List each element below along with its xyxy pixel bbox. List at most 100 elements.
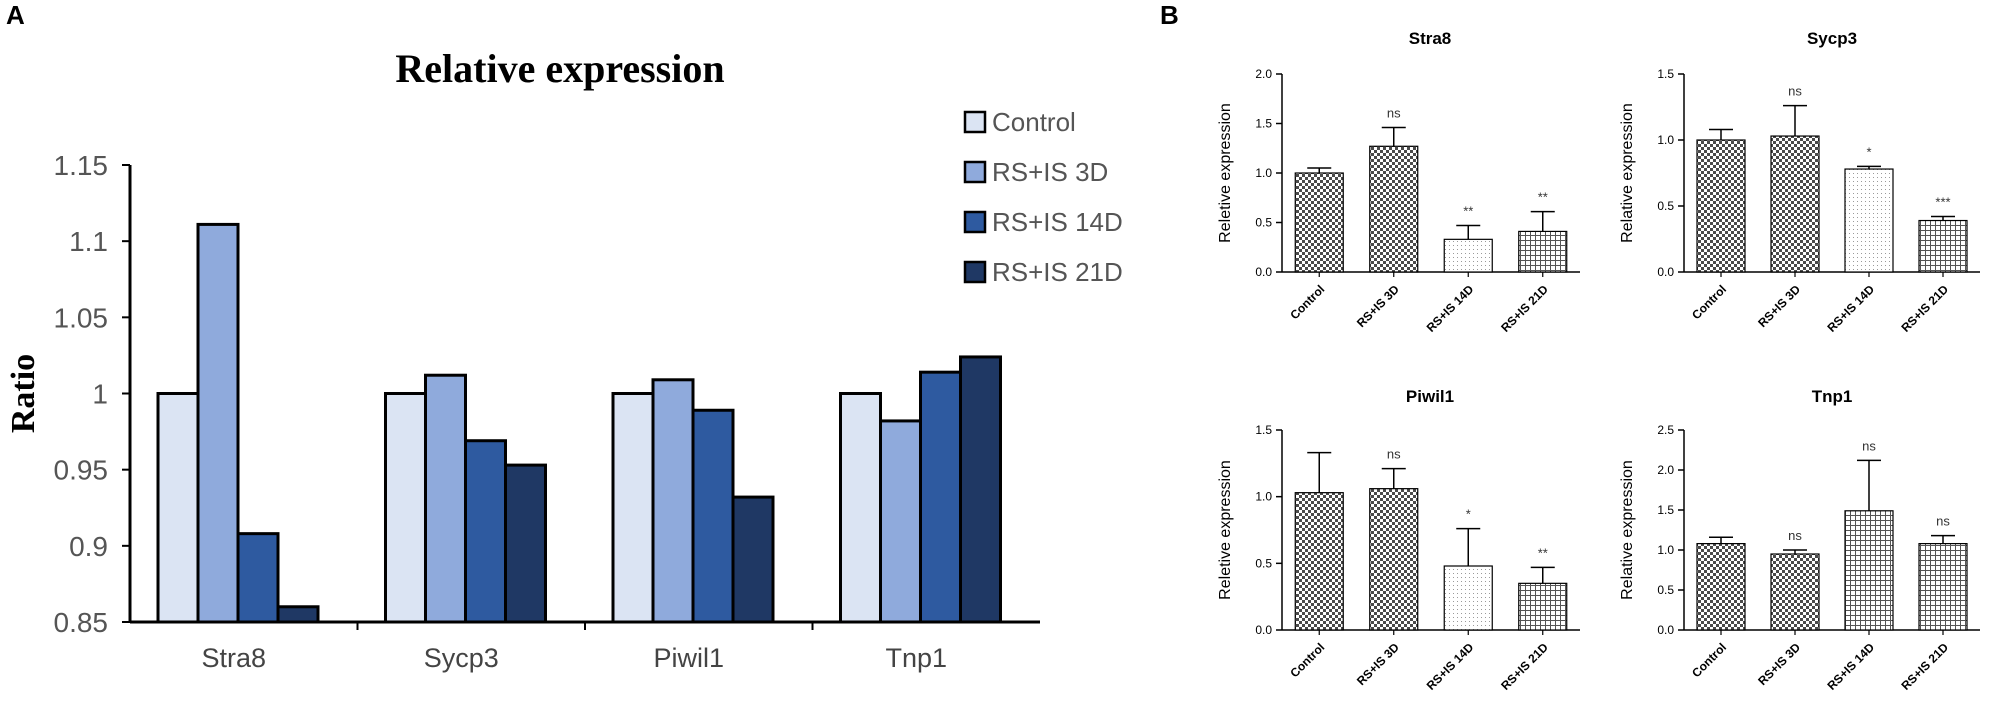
chart-a-legend-label: RS+IS 3D: [992, 157, 1108, 187]
chart-a-xtick-label: Tnp1: [885, 643, 947, 673]
chart-a-ytick-label: 0.85: [54, 607, 109, 638]
chart-a-bar: [611, 392, 655, 624]
chart-a-bar: [879, 419, 922, 624]
chart-a-ytick-label: 1.05: [54, 302, 109, 333]
chart-b-ytick-label: 0.5: [1657, 583, 1674, 597]
chart-b-significance: ***: [1935, 195, 1950, 210]
chart-b-xtick-label: RS+IS 3D: [1755, 282, 1803, 330]
chart-b-xtick-label: Control: [1287, 282, 1327, 322]
chart-b-ytick-label: 0.0: [1657, 265, 1674, 279]
chart-b-ytick-label: 2.0: [1657, 463, 1674, 477]
chart-a-ytick-label: 0.95: [54, 455, 109, 486]
chart-b-ytick-label: 1.5: [1255, 117, 1272, 131]
chart-a-xtick-label: Sycp3: [424, 643, 499, 673]
chart-b-xtick-label: RS+IS 3D: [1354, 640, 1402, 688]
chart-b-bar: [1369, 145, 1419, 273]
chart-b-bar: [1918, 219, 1968, 273]
chart-a-bar: [919, 370, 962, 624]
chart-b-ytick-label: 1.5: [1657, 67, 1674, 81]
chart-b-significance: ns: [1788, 528, 1802, 543]
chart-b-xtick-label: RS+IS 21D: [1498, 282, 1551, 335]
chart-a-legend-swatch: [963, 210, 987, 234]
chart-b-ytick-label: 0.5: [1255, 216, 1272, 230]
chart-a-bar: [276, 605, 320, 624]
chart-b-bar: [1443, 238, 1493, 273]
chart-b-xtick-label: Control: [1287, 640, 1327, 680]
panel-b-letter: B: [1160, 0, 1179, 30]
chart-b-ytick-label: 0.5: [1657, 199, 1674, 213]
chart-b-bar: [1696, 542, 1746, 631]
chart-b-significance: **: [1538, 545, 1548, 560]
chart-b-ytick-label: 1.0: [1255, 166, 1272, 180]
chart-b-xtick-label: RS+IS 14D: [1424, 282, 1477, 335]
chart-a-ytick-label: 1.15: [54, 150, 109, 181]
chart-b-ytick-label: 1.5: [1657, 503, 1674, 517]
chart-a-xtick-label: Stra8: [201, 643, 266, 673]
chart-b-title: Stra8: [1409, 29, 1452, 48]
chart-b-bar: [1294, 492, 1344, 631]
chart-b-ytick-label: 0.0: [1657, 623, 1674, 637]
chart-b-bar: [1844, 168, 1894, 273]
chart-b-tnp1: Tnp1 Relative expression 0.0 0.5 1.0 1.5 2.0 2.…: [1619, 387, 1980, 693]
chart-b-piwil1: Piwil1 Reletive expression 0.0 0.5 1.0 1.5 Con…: [1217, 387, 1580, 693]
chart-b-significance: *: [1866, 144, 1871, 159]
chart-b-significance: ns: [1936, 514, 1950, 529]
chart-b-bar: [1518, 230, 1568, 273]
chart-a-bar: [691, 408, 735, 624]
chart-b-ylabel: Relative expression: [1619, 103, 1636, 243]
chart-b-ylabel: Reletive expression: [1217, 460, 1234, 600]
chart-a-bar: [156, 392, 200, 624]
panel-a-letter: A: [6, 0, 25, 30]
chart-a-ylabel: Ratio: [5, 354, 42, 433]
chart-a-legend-label: RS+IS 21D: [992, 257, 1123, 287]
chart-b-title: Sycp3: [1807, 29, 1857, 48]
chart-b-bar: [1918, 542, 1968, 631]
chart-b-xtick-label: RS+IS 3D: [1354, 282, 1402, 330]
chart-a-ytick-label: 0.9: [69, 531, 108, 562]
chart-b-ytick-label: 1.0: [1657, 543, 1674, 557]
chart-b-bar: [1696, 139, 1746, 273]
chart-b-significance: ns: [1862, 438, 1876, 453]
chart-b-bar: [1770, 135, 1820, 273]
chart-a-bar: [236, 532, 280, 624]
chart-b-bar: [1844, 510, 1894, 631]
chart-a-ytick-label: 1.1: [69, 226, 108, 257]
chart-b-bar: [1518, 582, 1568, 631]
chart-b-ytick-label: 0.0: [1255, 623, 1272, 637]
chart-a-bar: [384, 392, 427, 624]
chart-a-legend-label: Control: [992, 107, 1076, 137]
chart-b-bar: [1369, 488, 1419, 631]
chart-b-xtick-label: RS+IS 3D: [1755, 640, 1803, 688]
chart-a-legend-swatch: [963, 160, 987, 184]
chart-b-significance: ns: [1387, 447, 1401, 462]
chart-b-xtick-label: RS+IS 14D: [1424, 640, 1477, 693]
chart-b-significance: *: [1466, 507, 1471, 522]
chart-b-significance: ns: [1387, 105, 1401, 120]
chart-b-stra8: Stra8 Reletive expression 0.0 0.5 1.0 1.5 2.0 C…: [1217, 29, 1580, 335]
chart-b-bar: [1443, 565, 1493, 631]
chart-b-xtick-label: RS+IS 14D: [1825, 282, 1878, 335]
chart-a-bar: [959, 355, 1002, 624]
chart-b-significance: ns: [1788, 84, 1802, 99]
chart-a-bar: [651, 378, 695, 624]
chart-b-ytick-label: 0.5: [1255, 556, 1272, 570]
chart-a: Relative expression Ratio 0.85 0.9 0.95 1 1.05…: [5, 46, 1123, 673]
chart-a-bar: [424, 373, 467, 624]
chart-b-ytick-label: 1.0: [1657, 133, 1674, 147]
chart-b-significance: **: [1463, 203, 1473, 218]
chart-a-bar: [196, 222, 240, 624]
chart-a-bar: [464, 439, 507, 624]
chart-b-ytick-label: 0.0: [1255, 265, 1272, 279]
chart-b-xtick-label: RS+IS 21D: [1498, 640, 1551, 693]
chart-a-bar: [504, 463, 547, 624]
chart-b-ytick-label: 1.0: [1255, 490, 1272, 504]
chart-b-ylabel: Reletive expression: [1217, 103, 1234, 243]
chart-b-xtick-label: Control: [1689, 282, 1729, 322]
chart-b-xtick-label: Control: [1689, 640, 1729, 680]
chart-b-ytick-label: 2.0: [1255, 67, 1272, 81]
chart-b-xtick-label: RS+IS 21D: [1899, 282, 1952, 335]
chart-b-bar: [1294, 172, 1344, 273]
chart-b-sycp3: Sycp3 Relative expression 0.0 0.5 1.0 1.5 Cont…: [1619, 29, 1980, 335]
chart-b-ytick-label: 2.5: [1657, 423, 1674, 437]
chart-a-legend-swatch: [963, 260, 987, 284]
